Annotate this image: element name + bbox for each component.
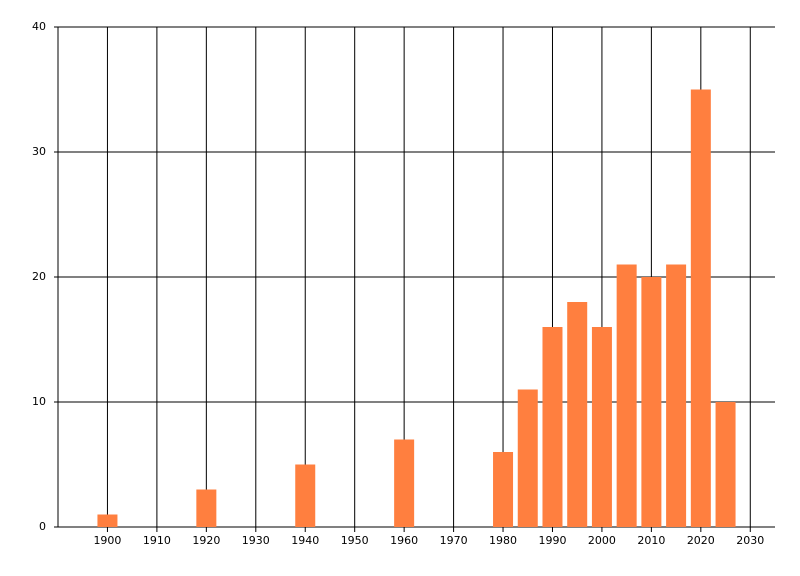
bar [567,302,588,527]
bar [715,402,736,527]
bar [641,277,662,527]
x-tick-label: 2030 [736,534,764,547]
bar [517,389,538,527]
bar [196,489,217,527]
x-tick-label: 1940 [291,534,319,547]
x-tick-label: 2020 [687,534,715,547]
y-tick-label: 10 [32,395,46,408]
y-tick-label: 20 [32,270,46,283]
bar [295,464,316,527]
x-tick-label: 1910 [143,534,171,547]
x-tick-label: 1960 [390,534,418,547]
x-tick-label: 1970 [440,534,468,547]
y-tick-label: 0 [39,520,46,533]
bar [591,327,612,527]
bar [394,439,415,527]
bar [542,327,563,527]
x-tick-label: 1900 [93,534,121,547]
x-tick-label: 1950 [341,534,369,547]
x-tick-label: 1990 [538,534,566,547]
x-tick-label: 2000 [588,534,616,547]
y-tick-label: 30 [32,145,46,158]
x-tick-label: 1980 [489,534,517,547]
bar [666,264,687,527]
x-tick-label: 2010 [637,534,665,547]
bar [97,514,118,527]
bar [616,264,637,527]
bar [690,89,711,527]
y-tick-label: 40 [32,20,46,33]
x-tick-label: 1930 [242,534,270,547]
bar [493,452,514,527]
x-tick-label: 1920 [192,534,220,547]
